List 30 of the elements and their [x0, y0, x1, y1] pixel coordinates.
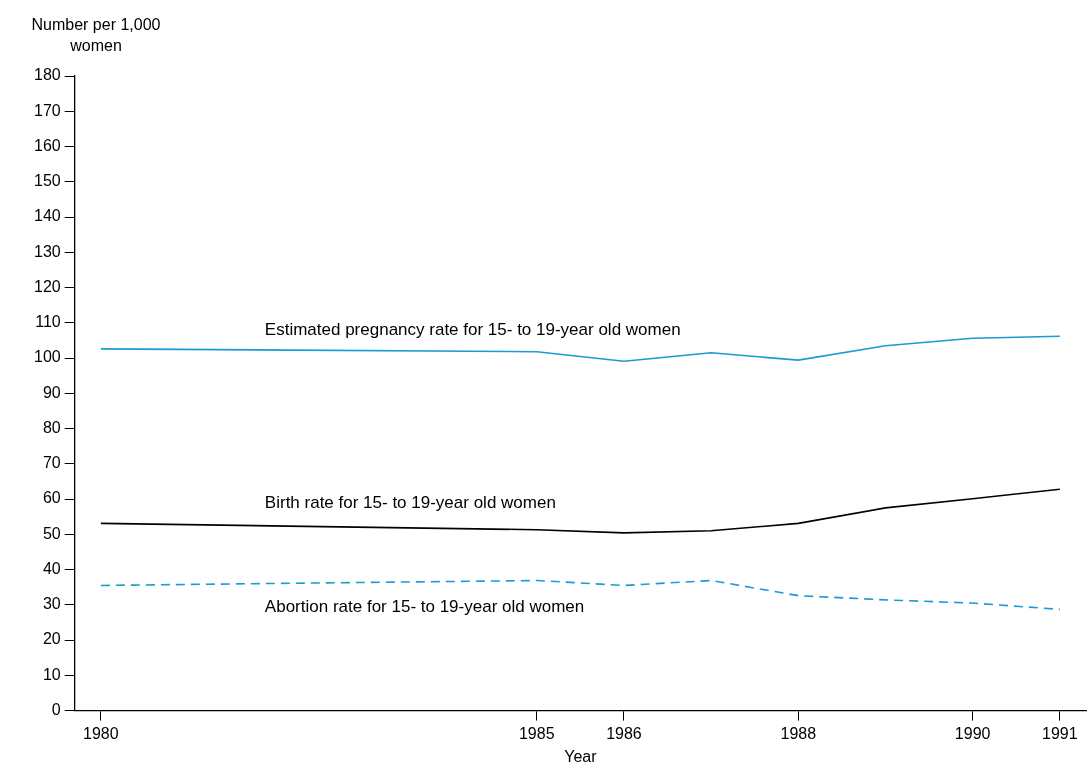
x-tick-label: 1991 — [1042, 724, 1078, 742]
y-tick-label: 30 — [42, 595, 61, 613]
y-tick-label: 180 — [33, 66, 61, 84]
y-tick-label: 110 — [35, 313, 61, 331]
y-tick-label: 130 — [33, 242, 61, 260]
y-axis-title: Number per 1,000 women — [30, 15, 162, 56]
y-tick-label: 140 — [33, 207, 61, 225]
series-label: Abortion rate for 15- to 19-year old women — [264, 597, 585, 617]
y-tick-label: 160 — [33, 136, 61, 154]
y-tick-label: 120 — [33, 277, 61, 295]
x-tick-label: 1988 — [780, 724, 817, 742]
y-tick-label: 50 — [42, 524, 61, 542]
y-tick-label: 10 — [42, 665, 61, 683]
y-tick-label: 170 — [33, 101, 61, 119]
series-label: Birth rate for 15- to 19-year old women — [264, 493, 556, 513]
y-tick-label: 40 — [42, 559, 61, 577]
y-tick-label: 20 — [42, 630, 61, 648]
y-tick-label: 90 — [42, 383, 61, 401]
x-axis-title: Year — [564, 747, 598, 765]
x-tick-label: 1990 — [954, 724, 991, 742]
series-label: Estimated pregnancy rate for 15- to 19-year old women — [264, 319, 681, 339]
y-tick-label: 150 — [33, 172, 61, 190]
x-tick-label: 1980 — [83, 724, 119, 742]
y-tick-label: 80 — [42, 418, 61, 436]
y-tick-label: 60 — [42, 489, 61, 507]
x-tick-label: 1985 — [518, 724, 555, 742]
y-tick-label: 100 — [33, 348, 61, 366]
y-tick-label: 0 — [51, 701, 61, 719]
y-tick-label: 70 — [42, 454, 61, 472]
x-tick-label: 1986 — [606, 724, 642, 742]
